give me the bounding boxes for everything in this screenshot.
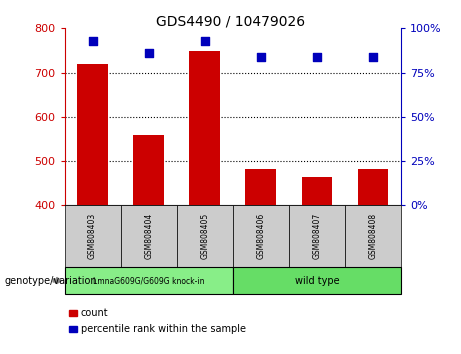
Point bbox=[257, 54, 265, 59]
Text: GSM808403: GSM808403 bbox=[88, 213, 97, 259]
Point bbox=[313, 54, 321, 59]
Text: GSM808407: GSM808407 bbox=[313, 213, 321, 259]
Bar bbox=[358, 169, 389, 205]
Text: LmnaG609G/G609G knock-in: LmnaG609G/G609G knock-in bbox=[93, 276, 204, 285]
Text: GSM808404: GSM808404 bbox=[144, 213, 153, 259]
Text: GDS4490 / 10479026: GDS4490 / 10479026 bbox=[156, 14, 305, 28]
Point bbox=[89, 38, 96, 44]
Bar bbox=[189, 51, 220, 205]
Text: GSM808406: GSM808406 bbox=[256, 213, 266, 259]
Bar bbox=[301, 177, 332, 205]
Point bbox=[145, 50, 152, 56]
Text: genotype/variation: genotype/variation bbox=[5, 275, 97, 286]
Bar bbox=[133, 135, 164, 205]
Text: count: count bbox=[81, 308, 108, 318]
Point bbox=[369, 54, 377, 59]
Text: wild type: wild type bbox=[295, 275, 339, 286]
Point bbox=[201, 38, 208, 44]
Text: GSM808405: GSM808405 bbox=[200, 213, 209, 259]
Bar bbox=[77, 64, 108, 205]
Bar bbox=[245, 169, 276, 205]
Text: GSM808408: GSM808408 bbox=[368, 213, 378, 259]
Text: percentile rank within the sample: percentile rank within the sample bbox=[81, 324, 246, 334]
